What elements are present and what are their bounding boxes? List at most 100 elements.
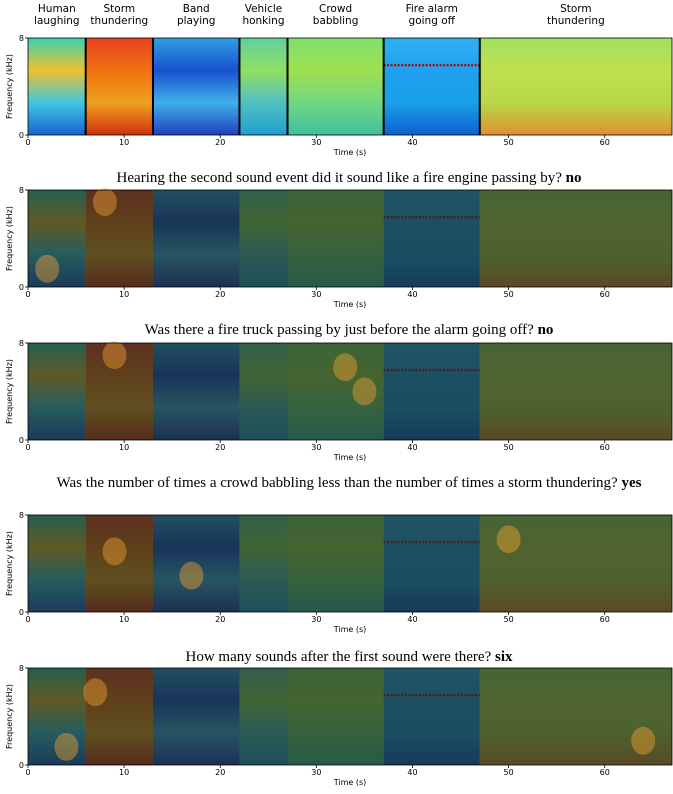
x-tick-label: 60	[600, 615, 610, 624]
x-tick-label: 20	[215, 290, 225, 299]
x-tick-label: 0	[25, 768, 30, 777]
x-tick-label: 40	[407, 290, 417, 299]
x-tick-label: 20	[215, 768, 225, 777]
y-tick-label: 8	[19, 511, 24, 520]
event-label-line: laughing	[34, 15, 80, 27]
plot-frame	[27, 342, 673, 441]
spectrogram-segment	[383, 38, 480, 135]
y-tick-label: 8	[19, 34, 24, 43]
x-tick-label: 60	[600, 443, 610, 452]
question: Was the number of times a crowd babbling…	[30, 475, 668, 492]
spectrogram-segment	[479, 38, 672, 135]
event-label-line: playing	[177, 15, 215, 27]
x-tick-label: 30	[311, 443, 321, 452]
spectrogram-segment	[152, 38, 240, 135]
spectrogram-segment	[287, 38, 384, 135]
x-tick-label: 0	[25, 615, 30, 624]
y-tick-label: 0	[19, 131, 24, 140]
x-tick-label: 50	[504, 290, 514, 299]
attention-blob	[54, 732, 79, 761]
event-label-line: Vehicle	[245, 3, 283, 15]
y-tick-label: 8	[19, 664, 24, 673]
attention-overlay	[28, 190, 672, 287]
x-tick-label: 10	[119, 443, 129, 452]
y-axis-label: Frequency (kHz)	[5, 206, 14, 271]
x-tick-label: 50	[504, 615, 514, 624]
y-axis-label: Frequency (kHz)	[5, 684, 14, 749]
question: Hearing the second sound event did it so…	[30, 170, 668, 187]
x-tick-label: 20	[215, 138, 225, 147]
x-axis-label: Time (s)	[333, 453, 367, 462]
panel: 0 10 20 30 40 50 60 0 8 Time (s) Frequency (kHz)	[5, 339, 673, 462]
y-axis-label: Frequency (kHz)	[5, 54, 14, 119]
x-tick-label: 40	[407, 138, 417, 147]
attention-overlay	[28, 343, 672, 440]
attention-blob	[92, 188, 117, 217]
x-tick-label: 10	[119, 768, 129, 777]
answer: no	[565, 170, 582, 186]
x-tick-label: 30	[311, 290, 321, 299]
panel: 0 10 20 30 40 50 60 0 8 Time (s) Frequency (kHz)	[5, 511, 673, 634]
x-tick-label: 60	[600, 768, 610, 777]
attention-blob	[631, 726, 656, 755]
answer: six	[494, 649, 513, 665]
x-tick-label: 10	[119, 290, 129, 299]
attention-overlay	[28, 515, 672, 612]
x-axis-label: Time (s)	[333, 778, 367, 787]
event-label-line: Storm	[560, 3, 592, 15]
question-text: Was the number of times a crowd babbling…	[56, 475, 618, 491]
question-text: Was there a fire truck passing by just b…	[144, 322, 534, 338]
x-tick-label: 10	[119, 615, 129, 624]
attention-blob	[102, 341, 127, 370]
event-label-line: Storm	[104, 3, 136, 15]
x-tick-label: 40	[407, 615, 417, 624]
x-tick-label: 40	[407, 768, 417, 777]
answer: no	[537, 322, 554, 338]
x-tick-label: 0	[25, 290, 30, 299]
y-axis-label: Frequency (kHz)	[5, 531, 14, 596]
x-tick-label: 30	[311, 615, 321, 624]
plot-frame	[27, 667, 673, 766]
y-tick-label: 0	[19, 761, 24, 770]
attention-blob	[102, 537, 127, 566]
attention-overlay	[28, 668, 672, 765]
event-label-line: honking	[242, 15, 284, 27]
spectrogram-segment	[85, 38, 153, 135]
attention-blob	[333, 353, 358, 382]
x-tick-label: 0	[25, 443, 30, 452]
event-label-line: Human	[38, 3, 76, 15]
x-axis-label: Time (s)	[333, 625, 367, 634]
x-tick-label: 60	[600, 290, 610, 299]
y-tick-label: 0	[19, 283, 24, 292]
y-tick-label: 8	[19, 186, 24, 195]
plot-frame	[27, 189, 673, 288]
x-tick-label: 30	[311, 768, 321, 777]
y-tick-label: 8	[19, 339, 24, 348]
question-text: Hearing the second sound event did it so…	[116, 170, 562, 186]
attention-blob	[179, 561, 204, 590]
attention-blob	[496, 525, 521, 554]
event-label-line: Crowd	[319, 3, 352, 15]
spectrogram-segment	[28, 38, 86, 135]
x-tick-label: 0	[25, 138, 30, 147]
x-axis-label: Time (s)	[333, 300, 367, 309]
event-label-line: thundering	[90, 15, 148, 27]
panel: 0 10 20 30 40 50 60 0 8 Time (s) Frequency (kHz)	[5, 664, 673, 787]
question: Was there a fire truck passing by just b…	[30, 322, 668, 339]
x-axis-label: Time (s)	[333, 148, 367, 157]
attention-blob	[83, 678, 108, 707]
event-label-line: babbling	[313, 15, 359, 27]
attention-blob	[35, 254, 60, 283]
event-label-line: Fire alarm	[406, 3, 458, 15]
x-tick-label: 10	[119, 138, 129, 147]
spectrogram-segment	[239, 38, 288, 135]
x-tick-label: 50	[504, 138, 514, 147]
